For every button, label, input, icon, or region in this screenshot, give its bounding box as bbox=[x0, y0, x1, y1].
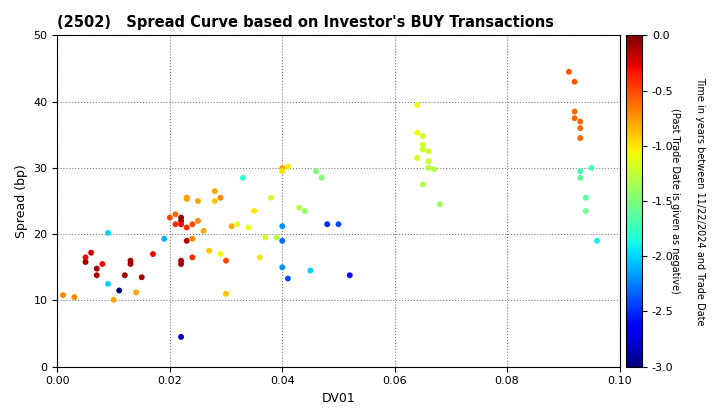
Point bbox=[417, 146, 428, 153]
Point bbox=[130, 289, 142, 296]
Point bbox=[333, 221, 344, 228]
Point bbox=[575, 168, 586, 175]
Point bbox=[220, 257, 232, 264]
Text: (Past Trade Date is given as negative): (Past Trade Date is given as negative) bbox=[670, 108, 680, 294]
Point bbox=[423, 165, 434, 171]
Point bbox=[114, 287, 125, 294]
Point bbox=[80, 254, 91, 261]
Point bbox=[344, 272, 356, 278]
Point bbox=[254, 254, 266, 261]
Point bbox=[575, 174, 586, 181]
Point bbox=[563, 68, 575, 75]
Point bbox=[119, 272, 130, 278]
Point bbox=[591, 237, 603, 244]
Point bbox=[186, 236, 198, 242]
Point bbox=[265, 194, 276, 201]
Point bbox=[316, 174, 328, 181]
Point bbox=[310, 168, 322, 175]
Point bbox=[417, 133, 428, 139]
Point bbox=[569, 108, 580, 115]
Point bbox=[175, 261, 186, 268]
Point bbox=[585, 165, 597, 171]
Point bbox=[411, 102, 423, 108]
Point bbox=[215, 251, 226, 257]
Point bbox=[96, 261, 108, 268]
Point bbox=[181, 196, 192, 202]
Point bbox=[186, 221, 198, 228]
Point bbox=[68, 294, 80, 300]
Point bbox=[170, 221, 181, 228]
Point bbox=[282, 163, 294, 170]
Point bbox=[276, 165, 288, 171]
Point bbox=[299, 207, 310, 214]
Point bbox=[102, 281, 114, 287]
Point bbox=[175, 221, 186, 228]
Point bbox=[575, 135, 586, 142]
Point bbox=[575, 118, 586, 125]
Point bbox=[91, 265, 102, 272]
Point bbox=[276, 168, 288, 175]
Point bbox=[86, 249, 97, 256]
Point bbox=[305, 267, 316, 274]
Y-axis label: Spread (bp): Spread (bp) bbox=[15, 164, 28, 238]
Point bbox=[80, 259, 91, 265]
Point bbox=[282, 275, 294, 282]
Point bbox=[293, 204, 305, 211]
Point bbox=[237, 174, 248, 181]
Point bbox=[198, 228, 210, 234]
Point bbox=[175, 218, 186, 224]
Point bbox=[276, 237, 288, 244]
Point bbox=[417, 181, 428, 188]
Point bbox=[158, 236, 170, 242]
Text: Time in years between 11/22/2024 and Trade Date: Time in years between 11/22/2024 and Tra… bbox=[695, 77, 705, 325]
X-axis label: DV01: DV01 bbox=[322, 392, 356, 405]
Point bbox=[147, 251, 158, 257]
Point bbox=[170, 211, 181, 218]
Point bbox=[175, 333, 186, 340]
Point bbox=[271, 234, 282, 241]
Point bbox=[175, 214, 186, 221]
Point bbox=[428, 166, 440, 173]
Point bbox=[181, 237, 192, 244]
Point bbox=[226, 223, 238, 230]
Point bbox=[434, 201, 446, 208]
Point bbox=[580, 194, 592, 201]
Point bbox=[569, 115, 580, 121]
Point bbox=[423, 158, 434, 165]
Point bbox=[136, 274, 148, 281]
Point bbox=[209, 198, 220, 205]
Point bbox=[569, 79, 580, 85]
Point bbox=[204, 247, 215, 254]
Point bbox=[91, 272, 102, 278]
Point bbox=[411, 129, 423, 136]
Point bbox=[411, 155, 423, 161]
Point bbox=[276, 264, 288, 270]
Point bbox=[164, 214, 176, 221]
Point bbox=[209, 188, 220, 194]
Point bbox=[220, 291, 232, 297]
Point bbox=[181, 194, 192, 201]
Point bbox=[276, 223, 288, 230]
Point bbox=[175, 257, 186, 264]
Point bbox=[248, 207, 260, 214]
Point bbox=[58, 292, 69, 299]
Point bbox=[575, 125, 586, 131]
Point bbox=[186, 254, 198, 261]
Point bbox=[215, 194, 226, 201]
Text: (2502)   Spread Curve based on Investor's BUY Transactions: (2502) Spread Curve based on Investor's … bbox=[58, 15, 554, 30]
Point bbox=[125, 257, 136, 264]
Point bbox=[232, 221, 243, 228]
Point bbox=[192, 198, 204, 205]
Point bbox=[108, 297, 120, 303]
Point bbox=[321, 221, 333, 228]
Point bbox=[417, 142, 428, 148]
Point bbox=[243, 224, 254, 231]
Point bbox=[125, 261, 136, 268]
Point bbox=[260, 234, 271, 241]
Point bbox=[423, 148, 434, 155]
Point bbox=[580, 207, 592, 214]
Point bbox=[181, 224, 192, 231]
Point bbox=[102, 229, 114, 236]
Point bbox=[192, 218, 204, 224]
